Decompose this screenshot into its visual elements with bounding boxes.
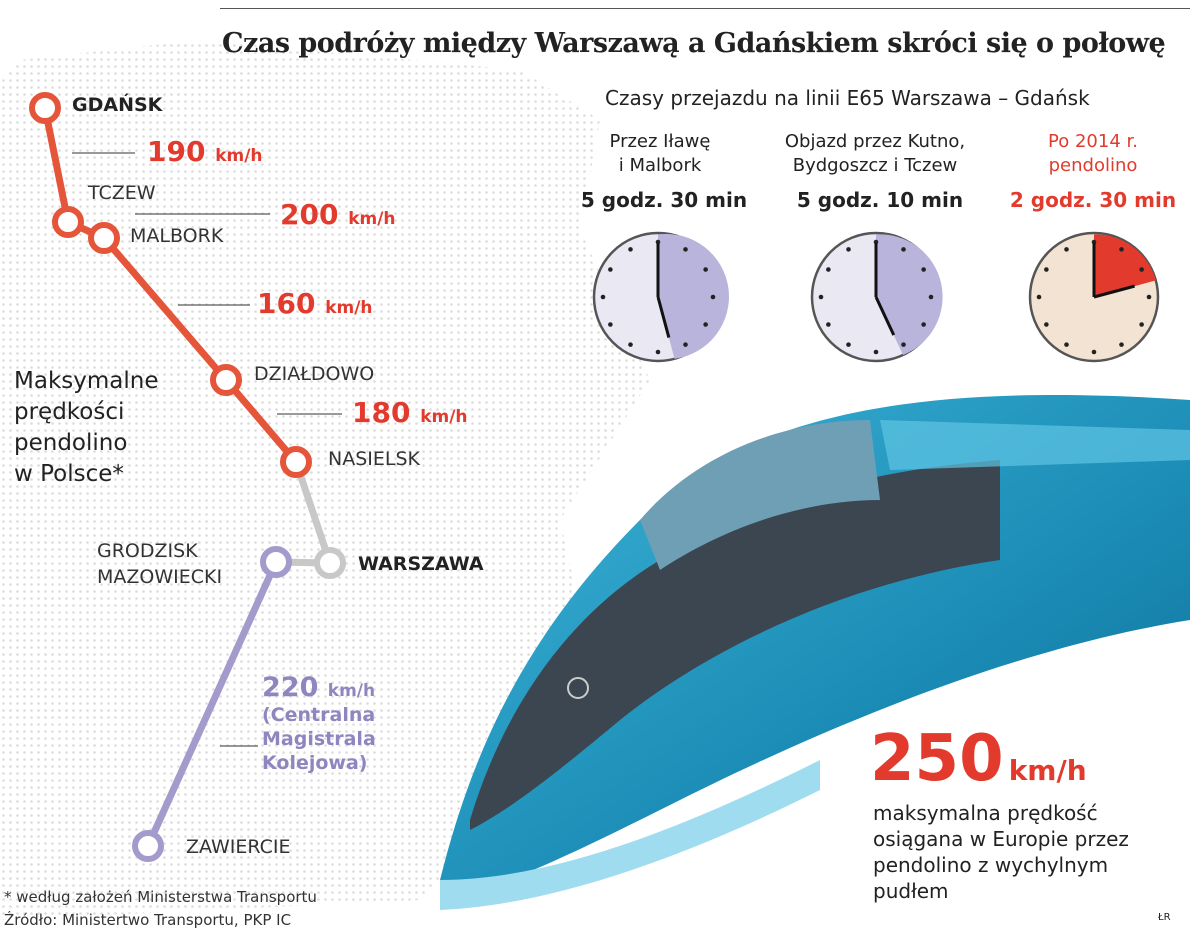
- route-2-time: 5 godz. 10 min: [796, 188, 964, 212]
- train-image: [440, 395, 1190, 910]
- speed-label: 200 km/h: [280, 198, 396, 231]
- source: Źródło: Ministertwo Transportu, PKP IC: [4, 911, 292, 929]
- speed-label: 180 km/h: [352, 396, 468, 429]
- elapsed-sector: [658, 233, 729, 359]
- subtitle: Czasy przejazdu na linii E65 Warszawa – …: [605, 86, 1090, 110]
- route-3-label: Po 2014 r. pendolino: [1048, 131, 1138, 176]
- poland-map-dots: [0, 40, 650, 920]
- highlight-text: maksymalna prędkość osiągana w Europie pr…: [873, 801, 1129, 903]
- city-gdansk: GDAŃSK: [72, 94, 163, 116]
- route-1-label: Przez Iławę i Malbork: [609, 131, 711, 176]
- highlight-speed: 250 km/h: [870, 722, 1087, 796]
- credit: ŁR: [1158, 912, 1171, 923]
- route-3-time: 2 godz. 30 min: [1009, 188, 1177, 212]
- elapsed-sector: [1094, 234, 1156, 297]
- city-malbork: MALBORK: [130, 225, 224, 247]
- hour-hand: [874, 296, 896, 336]
- city-tczew: TCZEW: [88, 182, 156, 204]
- speed-label: 160 km/h: [257, 287, 373, 320]
- city-dzialdowo: DZIAŁDOWO: [254, 363, 375, 385]
- clocks: [592, 231, 1160, 363]
- cmk-speed-label: 220 km/h (Centralna Magistrala Kolejowa): [262, 672, 376, 774]
- city-nasielsk: NASIELSK: [328, 448, 420, 470]
- station-markers: [29, 92, 346, 862]
- page-title: Czas podróży między Warszawą a Gdańskiem…: [222, 28, 1166, 59]
- speed-leader-lines: [72, 152, 342, 747]
- clock-3: [1028, 231, 1160, 363]
- divider: [220, 8, 1190, 9]
- city-grodzisk: GRODZISK MAZOWIECKI: [97, 540, 223, 588]
- speed-label: 190 km/h: [147, 135, 263, 168]
- route-2-label: Objazd przez Kutno, Bydgoszcz i Tczew: [784, 131, 966, 176]
- clock-2: [810, 231, 943, 363]
- elapsed-sector: [876, 234, 943, 356]
- footnote: * według założeń Ministerstwa Transportu: [4, 888, 317, 906]
- city-warszawa: WARSZAWA: [358, 553, 484, 575]
- hour-hand: [656, 296, 671, 338]
- map-heading: Maksymalne prędkości pendolino w Polsce*: [14, 368, 159, 487]
- hour-hand: [1093, 284, 1135, 299]
- city-zawiercie: ZAWIERCIE: [186, 836, 291, 858]
- route-1-time: 5 godz. 30 min: [580, 188, 748, 212]
- clock-1: [592, 231, 729, 363]
